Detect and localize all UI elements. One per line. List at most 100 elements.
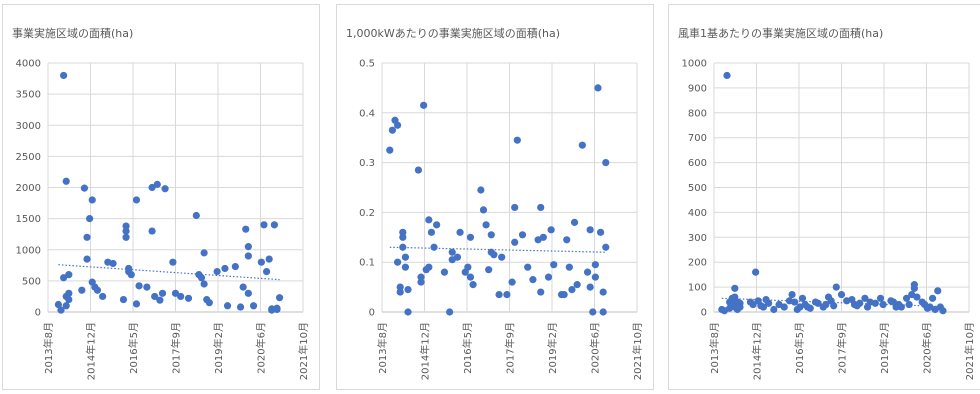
- data-point: [65, 295, 73, 304]
- data-point: [135, 282, 143, 290]
- data-point: [177, 292, 185, 301]
- data-point: [156, 296, 164, 304]
- data-point: [791, 298, 799, 306]
- data-point: [273, 305, 281, 314]
- data-point: [62, 177, 70, 185]
- data-point: [602, 243, 610, 251]
- data-point: [200, 280, 208, 288]
- chart-title: 1,000kWあたりの事業実施区域の面積(ha): [346, 27, 561, 40]
- data-point: [122, 227, 130, 235]
- data-point: [482, 221, 490, 229]
- y-tick-label: 2500: [16, 152, 41, 163]
- data-point: [466, 233, 475, 241]
- data-point: [469, 281, 477, 289]
- data-point: [192, 211, 200, 220]
- data-point: [589, 308, 597, 316]
- data-point: [568, 285, 576, 294]
- y-tick-label: 0: [701, 308, 707, 319]
- data-point: [765, 299, 773, 307]
- y-tick-label: 0.2: [359, 208, 375, 219]
- scatter-plot: 0 500 1000 1500 2000 2500 3000 3500 4000 2013年8月 2…: [16, 59, 310, 381]
- data-point: [244, 252, 252, 260]
- data-point: [425, 216, 433, 224]
- data-point: [524, 263, 532, 271]
- y-tick-label: 0.5: [359, 59, 375, 70]
- data-point: [83, 255, 91, 263]
- chart-title: 風車1基あたりの事業実施区域の面積(ha): [678, 27, 884, 40]
- data-point: [905, 300, 913, 309]
- data-point: [453, 253, 462, 261]
- data-point: [169, 258, 177, 266]
- data-point: [466, 273, 475, 281]
- x-tick-label: 2021年10月: [963, 322, 976, 380]
- data-point: [770, 305, 778, 314]
- data-point: [54, 300, 63, 309]
- data-point: [205, 299, 213, 307]
- data-point: [132, 196, 141, 204]
- scatter-plot: 0 0.1 0.2 0.3 0.4 0.5 2013年8月 2014年12月 2016年5月 20…: [359, 59, 644, 381]
- data-point: [394, 121, 402, 129]
- chart-panel-total-area: 事業実施区域の面積(ha) 0 500 1000 1500 2000 2500 3000 35…: [2, 4, 320, 390]
- data-point: [60, 71, 68, 80]
- x-tick-label: 2021年10月: [297, 322, 310, 380]
- y-tick-label: 1000: [682, 59, 707, 70]
- data-point: [60, 274, 68, 282]
- data-point: [122, 233, 130, 241]
- data-point: [537, 288, 545, 296]
- y-tick-label: 500: [688, 183, 707, 194]
- data-point: [433, 221, 441, 229]
- trendline: [389, 246, 606, 253]
- x-tick-label: 2016年5月: [461, 322, 474, 374]
- chart-panel-area-per-turbine: 風車1基あたりの事業実施区域の面積(ha) 0 100 200 300 400 500 60…: [668, 4, 980, 390]
- y-tick-label: 700: [688, 133, 707, 144]
- y-tick-label: 900: [688, 83, 707, 94]
- x-tick-label: 2014年12月: [85, 322, 98, 380]
- data-point: [934, 287, 942, 295]
- trendline: [58, 264, 280, 281]
- data-point: [539, 233, 547, 241]
- data-point: [153, 180, 161, 188]
- data-point: [723, 71, 731, 80]
- data-point: [404, 285, 412, 294]
- data-point: [591, 273, 599, 281]
- data-point: [798, 294, 807, 302]
- data-point: [260, 221, 268, 229]
- data-point: [151, 292, 159, 301]
- data-point: [143, 283, 151, 291]
- data-point: [399, 233, 407, 241]
- data-point: [550, 261, 558, 269]
- data-point: [171, 289, 180, 297]
- data-point: [578, 141, 586, 149]
- data-point: [93, 286, 102, 294]
- y-tick-label: 500: [22, 276, 41, 287]
- data-point: [161, 185, 169, 193]
- y-tick-label: 0.3: [359, 158, 375, 169]
- x-tick-label: 2016年5月: [127, 322, 140, 374]
- x-tick-label: 2013年8月: [708, 322, 721, 374]
- data-point: [573, 281, 581, 289]
- y-tick-label: 200: [688, 258, 707, 269]
- x-tick-label: 2013年8月: [42, 322, 55, 374]
- data-point: [386, 146, 394, 154]
- y-tick-label: 3000: [16, 121, 41, 132]
- data-point: [78, 286, 86, 294]
- data-point: [275, 294, 284, 302]
- x-tick-label: 2014年12月: [419, 322, 432, 380]
- data-point: [249, 302, 258, 310]
- data-point: [396, 288, 404, 296]
- y-tick-label: 300: [688, 233, 707, 244]
- data-point: [830, 302, 838, 310]
- data-point: [414, 166, 423, 174]
- data-point: [456, 228, 464, 236]
- data-point: [417, 278, 425, 286]
- data-point: [871, 299, 879, 307]
- data-point: [119, 295, 128, 304]
- data-point: [404, 308, 412, 316]
- x-tick-label: 2016年5月: [793, 322, 806, 374]
- data-point: [122, 222, 130, 230]
- data-point: [464, 263, 472, 271]
- data-point: [265, 255, 273, 263]
- data-point: [399, 243, 407, 251]
- data-point: [752, 268, 760, 276]
- data-point: [83, 233, 91, 241]
